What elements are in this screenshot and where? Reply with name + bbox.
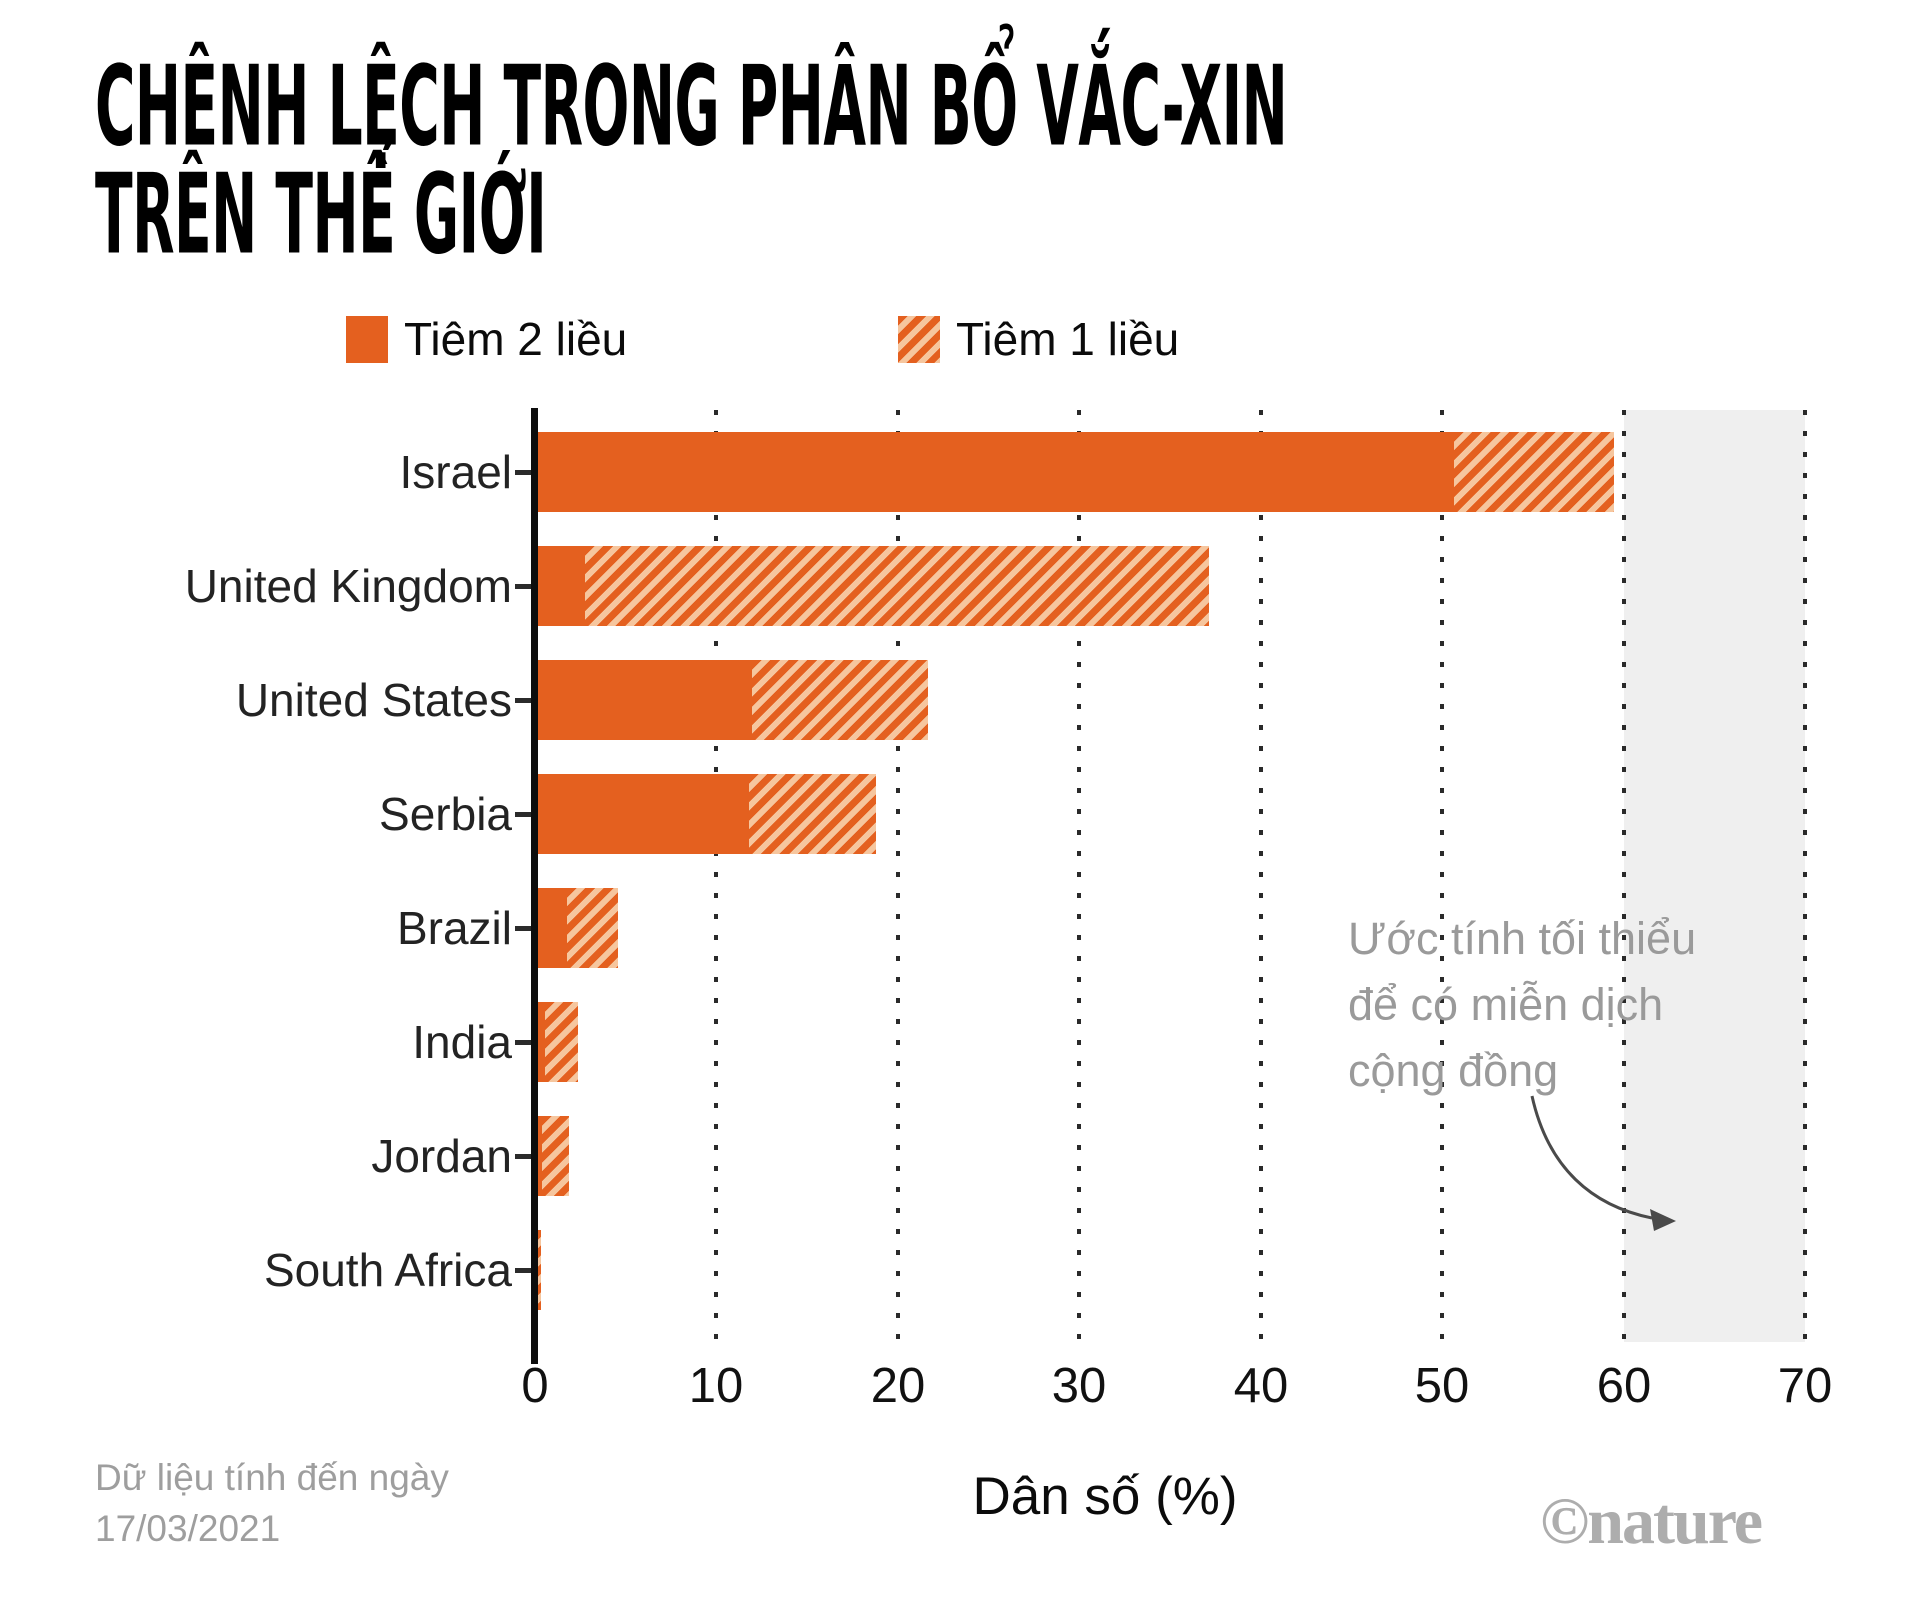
footnote-line-1: Dữ liệu tính đến ngày bbox=[95, 1457, 449, 1498]
gridline-70 bbox=[1803, 410, 1807, 1342]
row-tick-united-states bbox=[515, 698, 531, 703]
bar-one-dose-united-kingdom bbox=[585, 546, 1210, 626]
row-tick-south-africa bbox=[515, 1268, 531, 1273]
gridline-50 bbox=[1440, 410, 1444, 1342]
x-tick-label-60: 60 bbox=[1596, 1359, 1652, 1413]
gridline-30 bbox=[1077, 410, 1081, 1342]
annotation-line-1: Ước tính tối thiểu bbox=[1348, 913, 1697, 964]
bar-two-dose-india bbox=[538, 1002, 546, 1082]
bar-two-dose-united-states bbox=[538, 660, 753, 740]
chart-title-line-1: CHÊNH LỆCH TRONG PHÂN BỔ VẮC-XIN bbox=[95, 42, 1288, 171]
bar-one-dose-brazil bbox=[567, 888, 618, 968]
country-label-brazil: Brazil bbox=[396, 902, 512, 954]
x-tick-label-20: 20 bbox=[870, 1359, 926, 1413]
row-tick-india bbox=[515, 1040, 531, 1045]
country-label-india: India bbox=[412, 1016, 512, 1068]
bar-two-dose-israel bbox=[538, 432, 1455, 512]
chart-title-line-2: TRÊN THẾ GIỚI bbox=[95, 150, 547, 279]
bar-two-dose-serbia bbox=[538, 774, 749, 854]
bar-one-dose-united-states bbox=[752, 660, 929, 740]
gridline-10 bbox=[714, 410, 718, 1342]
country-label-united-states: United States bbox=[235, 674, 512, 726]
legend-item-two-dose: Tiêm 2 liều bbox=[346, 312, 627, 366]
x-tick-label-40: 40 bbox=[1233, 1359, 1289, 1413]
legend-label-two-dose: Tiêm 2 liều bbox=[404, 313, 628, 365]
bar-one-dose-serbia bbox=[748, 774, 876, 854]
x-axis-zero-tick bbox=[531, 1344, 538, 1364]
gridline-20 bbox=[896, 410, 900, 1342]
x-tick-label-70: 70 bbox=[1777, 1359, 1833, 1413]
bar-one-dose-jordan bbox=[541, 1116, 569, 1196]
x-tick-label-30: 30 bbox=[1051, 1359, 1107, 1413]
bar-two-dose-united-kingdom bbox=[538, 546, 586, 626]
bar-two-dose-brazil bbox=[538, 888, 567, 968]
country-label-israel: Israel bbox=[399, 446, 512, 498]
one-dose-swatch-icon bbox=[898, 315, 940, 363]
country-label-south-africa: South Africa bbox=[263, 1244, 512, 1296]
gridline-60 bbox=[1622, 410, 1626, 1342]
nature-logo: ©nature bbox=[1540, 1485, 1763, 1558]
herd-immunity-annotation: Ước tính tối thiểu để có miễn dịch cộng … bbox=[1348, 906, 1696, 1104]
row-tick-serbia bbox=[515, 812, 531, 817]
country-label-united-kingdom: United Kingdom bbox=[184, 560, 512, 612]
row-tick-jordan bbox=[515, 1154, 531, 1159]
y-axis-line bbox=[531, 408, 538, 1344]
two-dose-swatch-icon bbox=[346, 315, 388, 363]
legend-label-one-dose: Tiêm 1 liều bbox=[956, 313, 1180, 365]
gridline-40 bbox=[1259, 410, 1263, 1342]
herd-immunity-band bbox=[1624, 410, 1805, 1342]
bar-one-dose-south-africa bbox=[538, 1230, 541, 1310]
x-tick-label-0: 0 bbox=[521, 1359, 549, 1413]
annotation-line-2: để có miễn dịch bbox=[1348, 979, 1664, 1030]
country-label-jordan: Jordan bbox=[371, 1130, 512, 1182]
country-label-serbia: Serbia bbox=[379, 788, 512, 840]
row-tick-brazil bbox=[515, 926, 531, 931]
legend-item-one-dose: Tiêm 1 liều bbox=[898, 312, 1179, 366]
annotation-line-3: cộng đồng bbox=[1348, 1045, 1559, 1096]
row-tick-united-kingdom bbox=[515, 584, 531, 589]
row-tick-israel bbox=[515, 470, 531, 475]
bar-one-dose-india bbox=[545, 1002, 578, 1082]
x-axis-title: Dân số (%) bbox=[972, 1467, 1238, 1526]
bar-one-dose-israel bbox=[1454, 432, 1614, 512]
x-tick-label-50: 50 bbox=[1414, 1359, 1470, 1413]
footnote-line-2: 17/03/2021 bbox=[95, 1508, 281, 1549]
x-tick-label-10: 10 bbox=[688, 1359, 744, 1413]
bar-two-dose-jordan bbox=[538, 1116, 542, 1196]
data-date-footnote: Dữ liệu tính đến ngày 17/03/2021 bbox=[95, 1452, 449, 1554]
